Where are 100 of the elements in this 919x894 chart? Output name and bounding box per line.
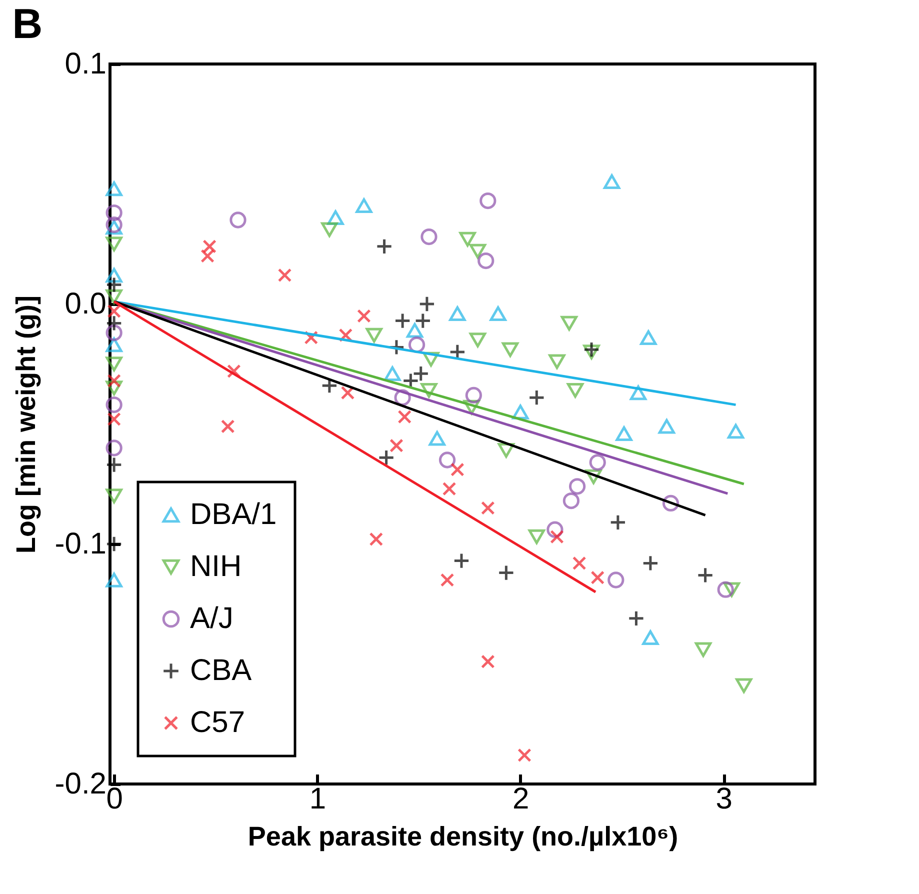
point: [418, 296, 436, 312]
point: [548, 354, 566, 369]
point: [478, 252, 494, 270]
point: [227, 364, 241, 378]
point: [696, 566, 714, 584]
point: [616, 426, 632, 441]
point: [106, 356, 122, 372]
point: [394, 312, 411, 330]
point: [694, 642, 712, 657]
point: [412, 365, 430, 382]
point: [106, 204, 122, 222]
point: [589, 454, 606, 471]
point: [469, 244, 486, 259]
point: [340, 386, 355, 400]
point: [469, 332, 486, 348]
point: [420, 228, 438, 246]
point: [106, 456, 122, 474]
x-axis-title: Peak parasite density (no./µlx10⁶): [248, 822, 678, 852]
point: [438, 452, 456, 468]
point: [106, 276, 122, 294]
point: [106, 314, 122, 332]
point: [630, 385, 647, 400]
point: [202, 239, 216, 254]
point: [572, 556, 586, 570]
y-tick-label: 0.1: [64, 48, 106, 80]
point: [717, 581, 734, 598]
point: [604, 174, 620, 189]
point: [420, 383, 438, 398]
legend-label: A/J: [190, 602, 234, 635]
x-tick-label: 3: [716, 782, 732, 816]
point: [106, 236, 122, 252]
point: [106, 396, 122, 414]
legend-label: C57: [190, 706, 246, 739]
point: [106, 488, 122, 504]
point: [107, 374, 121, 388]
y-tick-label: -0.1: [54, 528, 106, 560]
point: [528, 529, 545, 544]
legend-label: DBA/1: [190, 498, 277, 531]
point: [376, 238, 393, 255]
point: [106, 216, 122, 234]
point: [727, 424, 744, 439]
point: [590, 570, 605, 585]
point: [106, 536, 122, 552]
x-tick-label: 1: [309, 782, 326, 816]
point: [366, 328, 382, 343]
legend-label: NIH: [190, 550, 242, 583]
point: [440, 573, 454, 587]
point: [528, 389, 545, 406]
point: [480, 192, 496, 210]
point: [610, 514, 626, 531]
point: [230, 212, 246, 228]
y-tick-label: -0.2: [54, 768, 106, 800]
point: [390, 438, 404, 453]
point: [220, 419, 235, 434]
point: [278, 268, 292, 282]
x-tick-label: 2: [512, 782, 530, 816]
point: [608, 572, 624, 588]
point: [518, 748, 532, 762]
point: [106, 324, 122, 342]
point: [640, 330, 657, 345]
point: [428, 431, 446, 446]
point: [357, 309, 371, 323]
point: [502, 342, 519, 357]
point: [583, 341, 600, 358]
point: [566, 383, 584, 398]
point: [356, 198, 372, 213]
point: [459, 232, 476, 247]
point: [490, 306, 506, 321]
text: B: [12, 0, 43, 47]
point: [106, 268, 122, 283]
point: [628, 610, 645, 627]
point: [480, 654, 495, 669]
point: [106, 572, 122, 588]
point: [642, 554, 659, 572]
x-tick-label: 0: [106, 782, 123, 816]
point: [465, 386, 482, 404]
point: [568, 478, 586, 495]
point: [562, 492, 580, 510]
y-tick-label: 0.0: [64, 288, 106, 320]
point: [414, 312, 432, 330]
y-axis-title: Log [min weight (g)]: [10, 296, 41, 554]
point: [550, 530, 564, 544]
point: [736, 678, 752, 693]
point: [453, 552, 470, 570]
point: [398, 410, 412, 424]
point: [321, 222, 338, 237]
point: [378, 449, 395, 466]
point: [106, 181, 122, 196]
point: [369, 532, 384, 546]
point: [560, 316, 578, 331]
point: [642, 630, 659, 645]
legend-label: CBA: [190, 654, 252, 687]
point: [442, 482, 456, 496]
point: [498, 564, 515, 582]
point: [107, 412, 121, 426]
point: [480, 501, 495, 515]
point: [450, 462, 464, 477]
point: [449, 306, 466, 321]
point: [200, 249, 214, 263]
point: [658, 419, 676, 434]
